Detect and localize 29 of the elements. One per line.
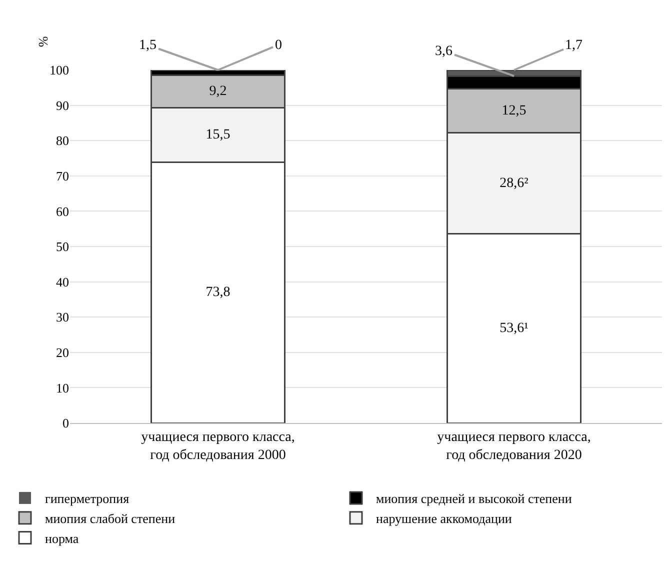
data-label: 12,5 [502, 103, 526, 118]
x-tick-label: учащиеся первого класса, год обследования 2000 [141, 430, 295, 463]
legend-label: миопия слабой степени [45, 510, 176, 526]
legend-label: миопия средней и высокой степени [376, 491, 572, 506]
y-tick-label: 90 [56, 98, 69, 113]
y-tick-label: 70 [56, 168, 69, 184]
y-axis-title: % [36, 36, 52, 48]
data-label: 53,6¹ [500, 320, 528, 336]
legend-label: гиперметропия [45, 491, 130, 506]
y-tick-label: 50 [56, 239, 69, 254]
y-tick-label: 30 [56, 310, 69, 325]
y-tick-label: 0 [62, 416, 69, 431]
y-tick-label: 80 [56, 133, 69, 148]
annotation: 1,5 [139, 38, 156, 53]
data-label: 15,5 [206, 128, 230, 143]
data-label: 28,6² [500, 176, 528, 191]
y-tick-label: 20 [56, 344, 69, 360]
legend-label: нарушение аккомодации [376, 510, 512, 526]
annotation: 3,6 [435, 44, 452, 59]
legend-label: норма [45, 530, 79, 546]
y-tick-label: 10 [56, 380, 69, 396]
annotation: 0 [275, 38, 282, 53]
annotation: 1,7 [565, 38, 582, 53]
data-label: 73,8 [206, 285, 230, 300]
x-tick-label: учащиеся первого класса, год обследования 2020 [437, 430, 591, 463]
data-label: 9,2 [209, 84, 227, 100]
y-tick-label: 40 [56, 274, 69, 290]
y-tick-label: 100 [50, 62, 69, 78]
y-tick-label: 60 [56, 204, 69, 219]
